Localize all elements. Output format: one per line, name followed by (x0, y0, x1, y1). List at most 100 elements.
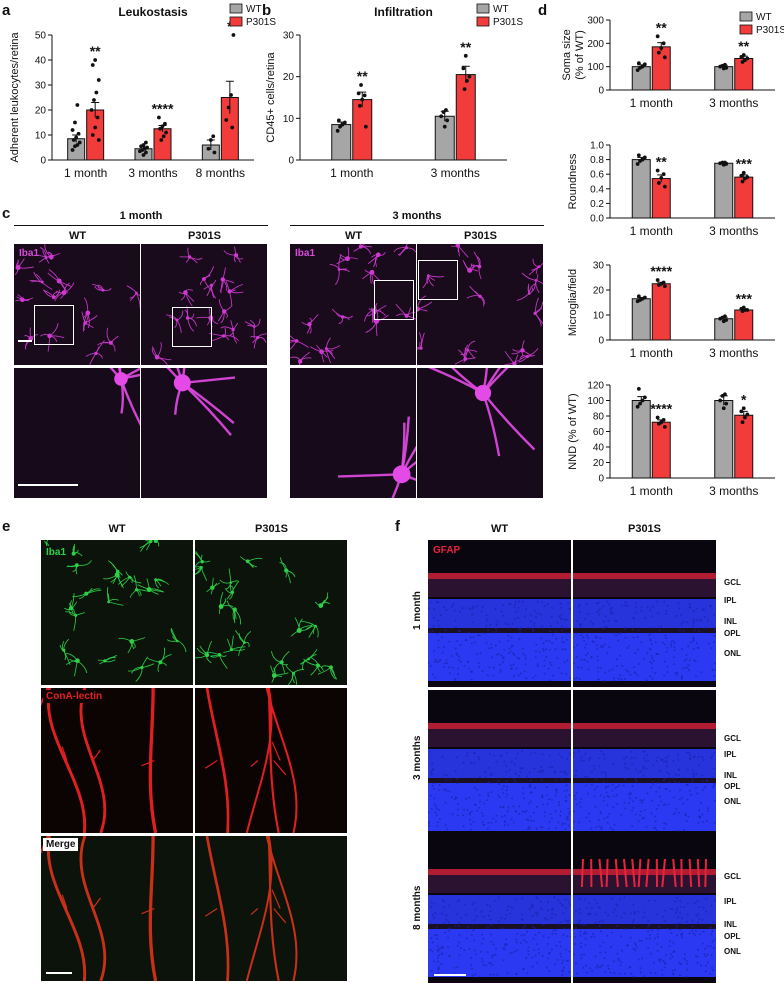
data-point (93, 58, 98, 62)
y-tick-label: 10 (593, 311, 605, 322)
data-point (356, 91, 361, 96)
y-tick-label: 30 (283, 31, 295, 42)
scale-bar (18, 340, 32, 342)
data-point (636, 386, 641, 391)
f-row-3months: 3 months (412, 735, 423, 780)
f-layer-onl: ONL (724, 649, 741, 658)
legend-wt-label: WT (493, 4, 509, 15)
significance-marker: **** (650, 263, 672, 279)
c-inset-box (418, 260, 458, 300)
category-label: 3 months (431, 166, 480, 180)
data-point (357, 103, 362, 108)
significance-marker: ** (357, 68, 368, 84)
data-point (745, 175, 750, 180)
category-label: 1 month (630, 484, 673, 498)
data-point (467, 74, 472, 79)
data-point (636, 61, 641, 66)
significance-marker: **** (650, 401, 672, 417)
f-layer-opl: OPL (724, 782, 741, 791)
chart-nnd: 0 20 40 60 80 100 120 NND (% of WT) **** 1 month *… (567, 381, 775, 498)
data-point (141, 143, 146, 147)
data-point (640, 398, 645, 403)
data-point (640, 157, 645, 162)
c-overview-3m-wt (290, 244, 416, 365)
f-wt-8months (428, 836, 571, 983)
f-label-gfap: GFAP (433, 545, 461, 556)
chart-leukostasis: 0 10 20 30 40 50 Adherent leukocytes/retina Leu… (9, 3, 276, 180)
panel-label-a: a (2, 2, 11, 19)
data-point (226, 105, 231, 110)
f-layer-opl: OPL (724, 629, 741, 638)
data-point (90, 133, 95, 137)
data-point (77, 140, 82, 145)
data-point (740, 179, 745, 184)
e-label-iba1: Iba1 (43, 546, 70, 559)
data-point (638, 401, 642, 406)
data-point (642, 155, 647, 160)
data-point (662, 424, 667, 429)
data-point (718, 398, 723, 403)
bar-wt (631, 66, 651, 91)
data-point (212, 150, 217, 155)
bar-p301s (734, 414, 754, 479)
data-point (224, 118, 229, 122)
bar-p301s (651, 178, 671, 219)
c-col-wt-3: WT (344, 230, 363, 242)
y-tick-label: 120 (587, 381, 604, 392)
data-point (724, 65, 729, 70)
data-point (635, 68, 640, 73)
y-tick-label: 10 (283, 114, 295, 125)
significance-marker: *** (736, 291, 753, 307)
legend-p301s-label: P301S (756, 25, 784, 36)
f-p301s-3months (573, 690, 716, 837)
data-point (741, 53, 746, 57)
data-point (336, 118, 341, 123)
legend-wt-swatch (229, 3, 243, 14)
data-point (75, 103, 80, 107)
legend-wt-label: WT (246, 4, 262, 15)
bar-wt (434, 115, 455, 161)
data-point (145, 145, 150, 150)
c-col-wt-1: WT (68, 230, 87, 242)
data-point (656, 50, 661, 55)
data-point (444, 108, 448, 112)
data-point (208, 138, 213, 142)
legend-p301s-swatch (229, 16, 243, 27)
category-label: 3 months (709, 96, 758, 110)
data-point (465, 78, 469, 83)
bar-p301s (455, 74, 476, 161)
category-label: 1 month (630, 346, 673, 360)
data-point (73, 120, 77, 125)
category-label: 3 months (709, 224, 758, 238)
significance-marker: ** (90, 43, 101, 59)
y-tick-label: 0.2 (590, 199, 604, 210)
data-point (89, 108, 94, 112)
data-point (655, 34, 660, 39)
y-tick-label: 20 (35, 106, 47, 117)
e-merge-wt (41, 836, 193, 981)
data-point (360, 97, 365, 102)
data-point (636, 294, 641, 299)
chart-title: Leukostasis (118, 5, 188, 19)
data-point (96, 78, 101, 82)
data-point (724, 318, 729, 322)
chart-infiltration: 0 10 20 30 CD45+ cells/retina Infiltration ** 1… (265, 3, 523, 180)
f-layer-gcl: GCL (724, 578, 741, 587)
f-layer-onl: ONL (724, 947, 741, 956)
category-label: 1 month (630, 96, 673, 110)
data-point (661, 41, 666, 46)
c-zoom-3m-wt (290, 368, 416, 498)
data-point (741, 406, 746, 411)
y-tick-label: 20 (283, 72, 295, 83)
f-p301s-8months (573, 836, 716, 983)
f-p301s-1month (573, 540, 716, 687)
bar-wt (631, 298, 651, 341)
chart-roundness: 0.0 0.2 0.4 0.6 0.8 1.0 Roundness ** 1 month *** 3… (567, 141, 775, 238)
c-stain-label-3: Iba1 (295, 248, 316, 259)
significance-marker: **** (152, 101, 174, 117)
data-point (655, 168, 660, 173)
data-point (211, 134, 216, 139)
panel-label-f: f (395, 518, 400, 535)
e-conA-wt (41, 688, 193, 833)
f-col-p301s: P301S (627, 523, 662, 535)
